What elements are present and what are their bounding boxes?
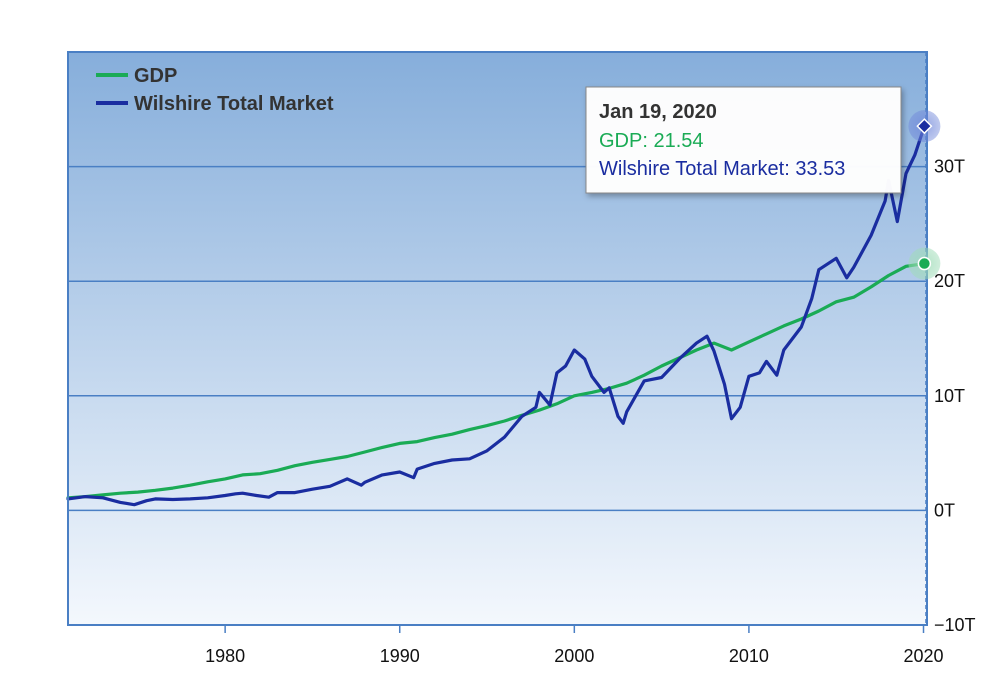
wilshire-marker	[916, 118, 933, 135]
x-tick-label: 1990	[380, 646, 420, 666]
tooltip-date: Jan 19, 2020	[599, 101, 717, 123]
y-tick-label: 0T	[934, 500, 955, 520]
legend-item-wilshire[interactable]: Wilshire Total Market	[96, 93, 334, 115]
x-tick-label: 2020	[903, 646, 943, 666]
legend[interactable]: GDP Wilshire Total Market	[96, 65, 334, 115]
y-axis-ticks: −10T 0T 10T 20T 30T	[934, 157, 976, 635]
grid-lines	[68, 165, 927, 512]
legend-label-wilshire: Wilshire Total Market	[134, 93, 334, 115]
series-lines	[66, 124, 926, 507]
y-tick-label: 30T	[934, 157, 965, 177]
legend-item-gdp[interactable]: GDP	[96, 65, 177, 87]
x-axis-ticks: 1980 1990 2000 2010 2020	[205, 625, 944, 666]
tooltip: Jan 19, 2020 GDP: 21.54 Wilshire Total M…	[585, 86, 902, 194]
legend-label-gdp: GDP	[134, 65, 177, 87]
tooltip-gdp-value: GDP: 21.54	[599, 130, 704, 152]
gdp-marker	[917, 256, 932, 271]
x-tick-label: 1980	[205, 646, 245, 666]
series-line-wilshire	[66, 124, 926, 507]
tooltip-box	[585, 86, 902, 194]
series-line-gdp	[66, 262, 926, 500]
x-tick-label: 2010	[729, 646, 769, 666]
hover-markers	[908, 110, 941, 280]
y-tick-label: 20T	[934, 271, 965, 291]
y-tick-label: 10T	[934, 386, 965, 406]
y-tick-label: −10T	[934, 615, 976, 635]
plot-border	[67, 51, 928, 626]
tooltip-wilshire-value: Wilshire Total Market: 33.53	[599, 158, 845, 180]
x-tick-label: 2000	[554, 646, 594, 666]
